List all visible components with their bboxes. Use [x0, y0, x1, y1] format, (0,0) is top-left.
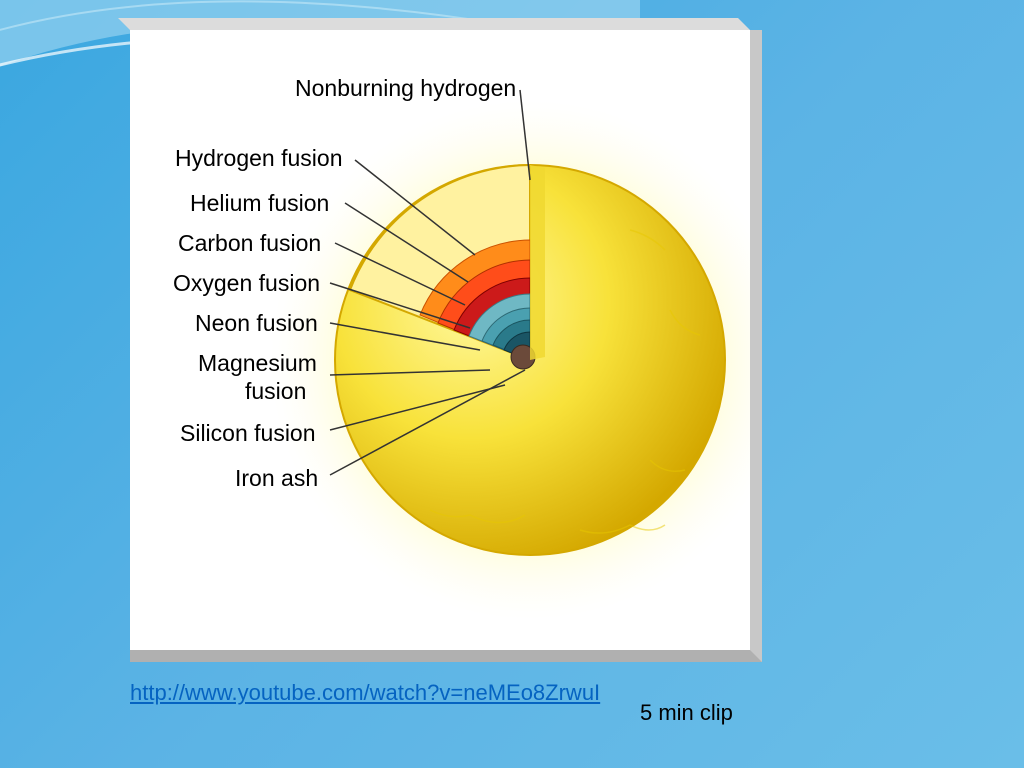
diagram-frame: Nonburning hydrogen Hydrogen fusion Heli…: [130, 30, 762, 662]
label-nonburning-hydrogen: Nonburning hydrogen: [295, 75, 516, 102]
clip-duration-text: 5 min clip: [640, 700, 733, 726]
label-magnesium-fusion-2: fusion: [245, 378, 306, 405]
label-carbon-fusion: Carbon fusion: [178, 230, 321, 257]
label-silicon-fusion: Silicon fusion: [180, 420, 316, 447]
youtube-link[interactable]: http://www.youtube.com/watch?v=neMEo8Zrw…: [130, 680, 600, 706]
label-oxygen-fusion: Oxygen fusion: [173, 270, 320, 297]
label-magnesium: Magnesium: [198, 350, 317, 377]
label-hydrogen-fusion: Hydrogen fusion: [175, 145, 343, 172]
label-iron-ash: Iron ash: [235, 465, 318, 492]
star-diagram: [130, 30, 750, 650]
label-helium-fusion: Helium fusion: [190, 190, 329, 217]
slide-background: Nonburning hydrogen Hydrogen fusion Heli…: [0, 0, 1024, 768]
label-neon-fusion: Neon fusion: [195, 310, 318, 337]
